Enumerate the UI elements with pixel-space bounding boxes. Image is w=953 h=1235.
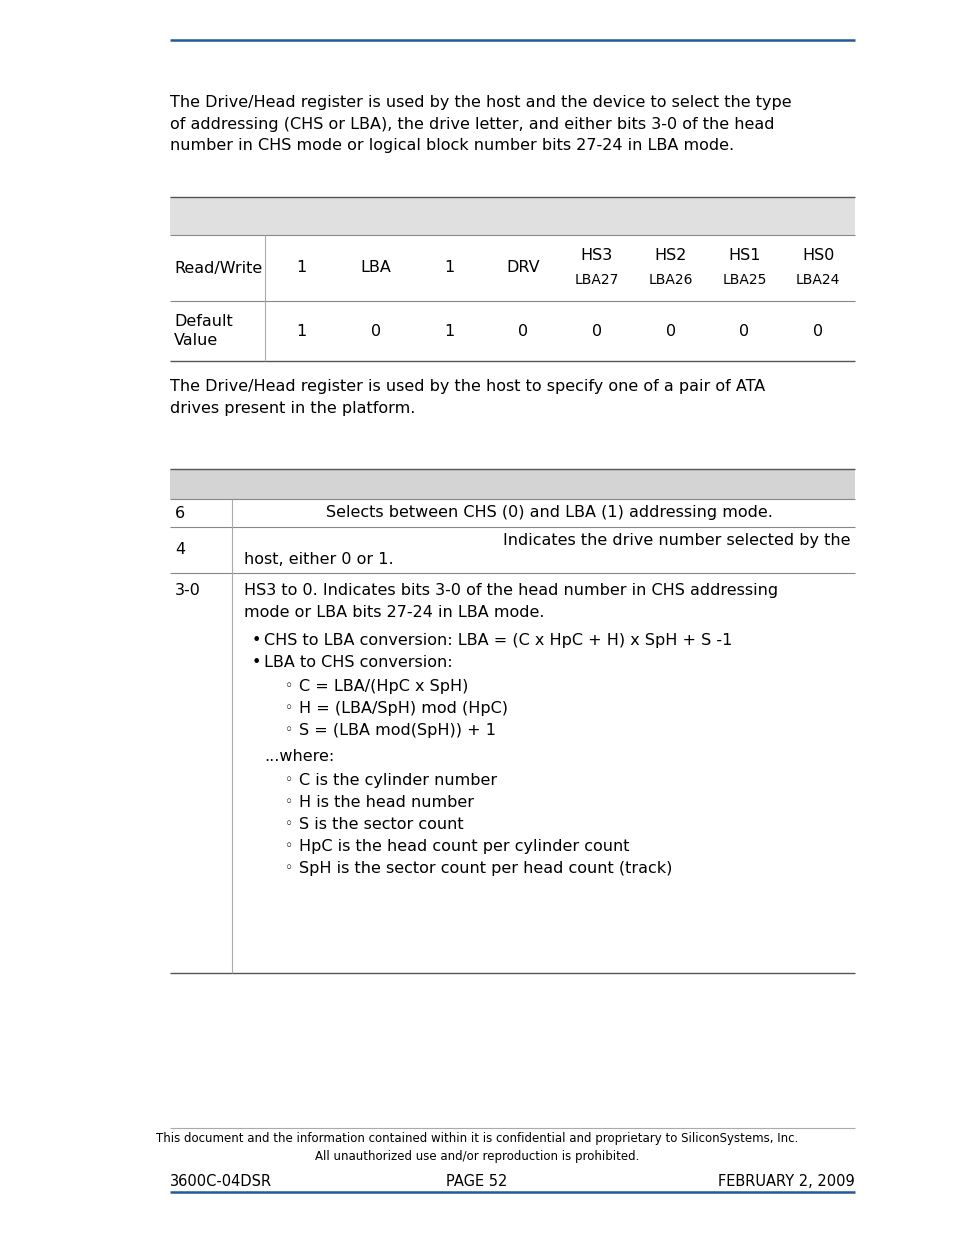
Text: LBA to CHS conversion:: LBA to CHS conversion: xyxy=(264,655,452,671)
Text: The Drive/Head register is used by the host to specify one of a pair of ATA
driv: The Drive/Head register is used by the h… xyxy=(170,379,764,416)
Text: 4: 4 xyxy=(174,542,185,557)
Text: FEBRUARY 2, 2009: FEBRUARY 2, 2009 xyxy=(718,1174,854,1189)
Text: Default
Value: Default Value xyxy=(173,314,233,348)
Text: ◦: ◦ xyxy=(285,818,293,831)
Text: Read/Write: Read/Write xyxy=(173,261,262,275)
Text: C is the cylinder number: C is the cylinder number xyxy=(298,773,497,788)
Text: 1: 1 xyxy=(444,261,454,275)
Text: 1: 1 xyxy=(296,324,307,338)
Text: C = LBA/(HpC x SpH): C = LBA/(HpC x SpH) xyxy=(298,679,468,694)
Text: ...where:: ...where: xyxy=(264,748,334,764)
Text: •: • xyxy=(252,634,261,648)
Text: LBA24: LBA24 xyxy=(795,273,840,287)
Text: 0: 0 xyxy=(739,324,749,338)
Text: HpC is the head count per cylinder count: HpC is the head count per cylinder count xyxy=(298,839,629,853)
Bar xyxy=(170,469,854,499)
Text: HS1: HS1 xyxy=(727,248,760,263)
Text: HS3 to 0. Indicates bits 3-0 of the head number in CHS addressing
mode or LBA bi: HS3 to 0. Indicates bits 3-0 of the head… xyxy=(244,583,778,620)
Text: •: • xyxy=(252,655,261,671)
Text: ◦: ◦ xyxy=(285,701,293,715)
Text: 0: 0 xyxy=(591,324,601,338)
Text: LBA: LBA xyxy=(360,261,391,275)
Text: S is the sector count: S is the sector count xyxy=(298,818,463,832)
Text: HS0: HS0 xyxy=(801,248,834,263)
Text: The Drive/Head register is used by the host and the device to select the type
of: The Drive/Head register is used by the h… xyxy=(170,95,791,153)
Text: ◦: ◦ xyxy=(285,679,293,693)
Text: LBA25: LBA25 xyxy=(721,273,766,287)
Text: LBA26: LBA26 xyxy=(648,273,692,287)
Text: ◦: ◦ xyxy=(285,722,293,737)
Text: ◦: ◦ xyxy=(285,861,293,876)
Text: host, either 0 or 1.: host, either 0 or 1. xyxy=(244,552,394,567)
Text: 0: 0 xyxy=(517,324,528,338)
Text: 1: 1 xyxy=(296,261,307,275)
Text: HS3: HS3 xyxy=(580,248,613,263)
Text: This document and the information contained within it is confidential and propri: This document and the information contai… xyxy=(155,1132,798,1163)
Text: SpH is the sector count per head count (track): SpH is the sector count per head count (… xyxy=(298,861,672,876)
Text: 0: 0 xyxy=(370,324,380,338)
Text: S = (LBA mod(SpH)) + 1: S = (LBA mod(SpH)) + 1 xyxy=(298,722,496,739)
Text: Indicates the drive number selected by the: Indicates the drive number selected by t… xyxy=(503,534,850,548)
Text: PAGE 52: PAGE 52 xyxy=(446,1174,507,1189)
Text: Selects between CHS (0) and LBA (1) addressing mode.: Selects between CHS (0) and LBA (1) addr… xyxy=(326,505,772,520)
Text: LBA27: LBA27 xyxy=(574,273,618,287)
Text: ◦: ◦ xyxy=(285,795,293,809)
Text: 0: 0 xyxy=(665,324,675,338)
Text: HS2: HS2 xyxy=(654,248,686,263)
Text: ◦: ◦ xyxy=(285,839,293,853)
Text: CHS to LBA conversion: LBA = (C x HpC + H) x SpH + S -1: CHS to LBA conversion: LBA = (C x HpC + … xyxy=(264,634,732,648)
Text: H = (LBA/SpH) mod (HpC): H = (LBA/SpH) mod (HpC) xyxy=(298,701,507,716)
Bar xyxy=(170,198,854,235)
Text: 6: 6 xyxy=(174,505,185,520)
Text: ◦: ◦ xyxy=(285,773,293,787)
Text: 3-0: 3-0 xyxy=(174,583,201,598)
Text: 0: 0 xyxy=(812,324,822,338)
Text: 1: 1 xyxy=(444,324,454,338)
Text: DRV: DRV xyxy=(506,261,539,275)
Text: H is the head number: H is the head number xyxy=(298,795,474,810)
Text: 3600C-04DSR: 3600C-04DSR xyxy=(170,1174,272,1189)
